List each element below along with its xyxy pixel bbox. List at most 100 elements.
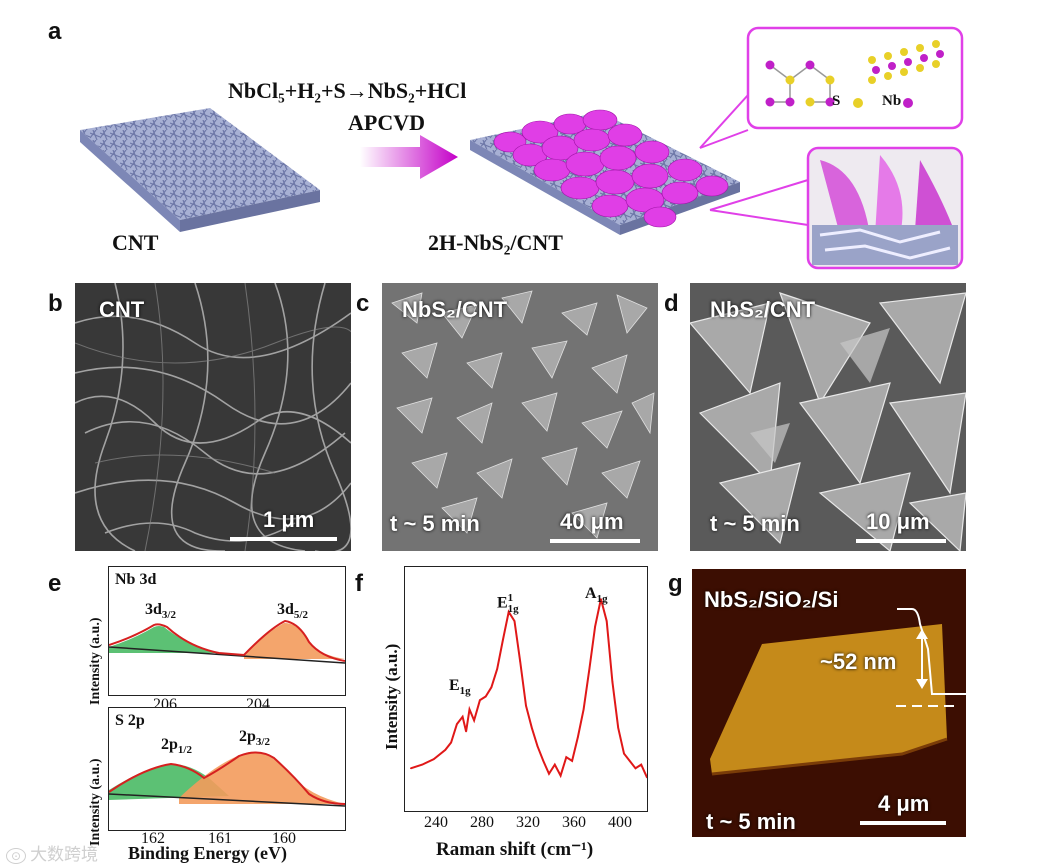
raman-data-point: [444, 749, 447, 751]
afm-time: t ~ 5 min: [706, 809, 796, 834]
sem-image-cnt: CNT 1 μm: [75, 283, 351, 551]
afm-topography: [692, 569, 966, 837]
raman-peak-a1g: A1g: [585, 585, 608, 606]
raman-data-point: [617, 727, 619, 729]
xps-s2p-curves: [108, 751, 346, 807]
afm-image: NbS₂/SiO₂/Si ~52 nm t ~ 5 min 4 μm: [692, 569, 966, 837]
sem-b-scale-text: 1 μm: [263, 507, 315, 532]
xps-nb-peak1: 3d3/2: [145, 601, 176, 622]
raman-data-point: [461, 716, 464, 718]
raman-tick-320: 320: [516, 814, 540, 831]
raman-data-point: [536, 745, 539, 747]
raman-data-point: [525, 704, 527, 707]
sem-b-scale-bar: [230, 537, 337, 541]
raman-data-point: [600, 598, 602, 600]
cnt-label: CNT: [112, 230, 159, 255]
raman-data-point: [465, 730, 467, 733]
sem-d-scale-text: 10 μm: [866, 509, 930, 534]
raman-ylabel: Intensity (a.u.): [382, 643, 401, 750]
crystal-structure-inset: [746, 26, 964, 130]
raman-data-point: [571, 760, 573, 762]
legend-s: S: [832, 93, 841, 109]
raman-tick-280: 280: [470, 814, 494, 831]
sem-c-label: NbS₂/CNT: [402, 297, 508, 322]
raman-data-point: [490, 686, 493, 689]
raman-data-point: [588, 668, 591, 670]
xps-s-peak1: 2p1/2: [161, 736, 192, 757]
panel-label-b: b: [48, 290, 63, 317]
raman-data-point: [628, 760, 631, 762]
cnt-network-texture: [75, 283, 351, 551]
raman-plot: E1g E 1 1g A1g: [404, 566, 648, 812]
interface-zoom-inset: [806, 146, 964, 270]
raman-data-point: [410, 767, 412, 770]
raman-data-point: [565, 756, 568, 758]
xps-s-peak2: 2p3/2: [239, 728, 270, 749]
sem-b-label: CNT: [99, 297, 145, 322]
raman-data-point: [542, 760, 545, 762]
cnt-film-illustration: [80, 108, 320, 232]
xps-s-ylabel: Intensity (a.u.): [88, 758, 103, 846]
raman-data-point: [582, 708, 585, 711]
raman-spectrum: [410, 598, 648, 779]
sem-d-scale-bar: [856, 539, 946, 543]
reaction-arrow: [360, 135, 458, 179]
raman-tick-240: 240: [424, 814, 448, 831]
xps-s-title: S 2p: [115, 712, 145, 729]
xps-nb3d-plot: Nb 3d 3d3/2 3d5/2: [108, 566, 346, 696]
raman-data-point: [513, 620, 516, 622]
raman-data-point: [496, 668, 498, 670]
raman-data-point: [640, 763, 642, 766]
raman-series-line: [410, 598, 648, 779]
xps-xlabel: Binding Energy (eV): [128, 843, 288, 863]
nbs2-cnt-illustration: [470, 109, 740, 235]
raman-xlabel: Raman shift (cm⁻¹): [436, 839, 594, 860]
panel-label-d: d: [664, 290, 679, 317]
sem-c-time: t ~ 5 min: [390, 511, 480, 536]
raman-data-point: [421, 763, 424, 766]
sem-d-time: t ~ 5 min: [710, 511, 800, 536]
xps-s-tick-161: 161: [208, 830, 232, 847]
nbs2-flake-texture-high: [690, 283, 966, 551]
afm-label: NbS₂/SiO₂/Si: [704, 587, 839, 612]
raman-data-point: [554, 763, 556, 766]
raman-data-point: [468, 708, 471, 711]
raman-data-point: [634, 767, 637, 770]
raman-tick-360: 360: [562, 814, 586, 831]
raman-data-point: [433, 758, 435, 760]
sem-image-nbs2-high: NbS₂/CNT t ~ 5 min 10 μm: [690, 283, 966, 551]
panel-label-c: c: [356, 290, 370, 317]
xps-s-tick-160: 160: [272, 830, 296, 847]
raman-data-point: [473, 719, 475, 722]
xps-s2p-plot: S 2p 2p1/2 2p3/2: [108, 707, 346, 831]
synthesis-schematic: [80, 26, 964, 270]
panel-label-f: f: [355, 570, 363, 597]
raman-data-point: [623, 752, 625, 755]
raman-peak-e12g: E 1 1g: [497, 592, 519, 615]
afm-height-text: ~52 nm: [820, 649, 897, 674]
panel-label-a: a: [48, 18, 62, 45]
method-label: APCVD: [348, 110, 425, 135]
nbs2-cnt-label: 2H-NbS₂/CNT: [428, 230, 563, 255]
xps-nb-ylabel: Intensity (a.u.): [88, 617, 103, 705]
panel-label-e: e: [48, 570, 62, 597]
afm-scale-bar: [860, 821, 946, 825]
sem-c-scale-bar: [550, 539, 640, 543]
raman-data-point: [502, 638, 504, 641]
watermark: ⊙ 大数跨境: [6, 840, 98, 865]
raman-data-point: [479, 699, 481, 701]
raman-tick-400: 400: [608, 814, 632, 831]
raman-data-point: [507, 611, 510, 613]
panel-label-g: g: [668, 570, 683, 597]
raman-data-point: [594, 625, 596, 628]
raman-data-point: [559, 774, 562, 777]
nbs2-flake-texture-low: [382, 283, 658, 551]
raman-data-point: [519, 660, 521, 663]
xps-nb3d-curves: [108, 619, 346, 664]
raman-data-point: [450, 741, 452, 744]
raman-data-point: [456, 723, 458, 725]
raman-data-point: [548, 773, 550, 775]
xps-nb-peak2: 3d5/2: [277, 601, 308, 622]
raman-data-point: [605, 620, 608, 622]
sem-d-label: NbS₂/CNT: [710, 297, 816, 322]
